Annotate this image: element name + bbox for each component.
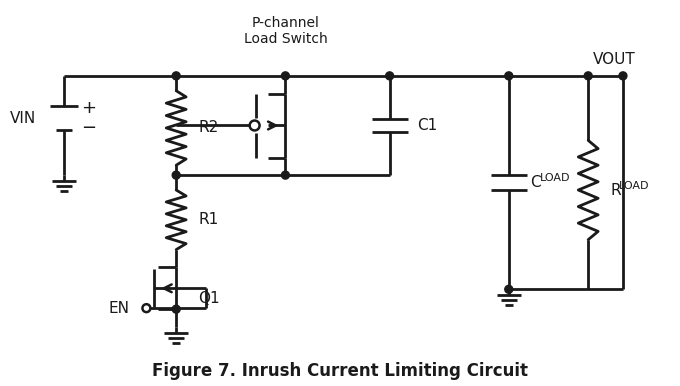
- Text: LOAD: LOAD: [539, 173, 570, 183]
- Circle shape: [282, 72, 290, 80]
- Text: Load Switch: Load Switch: [243, 32, 327, 46]
- Text: P-channel: P-channel: [252, 16, 320, 30]
- Text: EN: EN: [109, 301, 129, 316]
- Text: −: −: [81, 119, 97, 137]
- Text: C1: C1: [418, 118, 438, 133]
- Text: R: R: [610, 183, 621, 198]
- Circle shape: [172, 171, 180, 179]
- Text: VIN: VIN: [10, 110, 36, 125]
- Text: Q1: Q1: [198, 291, 220, 306]
- Text: R2: R2: [198, 120, 218, 135]
- Circle shape: [505, 285, 513, 293]
- Circle shape: [142, 304, 150, 312]
- Circle shape: [386, 72, 394, 80]
- Text: +: +: [82, 99, 97, 117]
- Circle shape: [584, 72, 592, 80]
- Text: Figure 7. Inrush Current Limiting Circuit: Figure 7. Inrush Current Limiting Circui…: [152, 362, 528, 380]
- Circle shape: [282, 171, 290, 179]
- Circle shape: [619, 72, 627, 80]
- Text: R1: R1: [198, 212, 218, 227]
- Text: C: C: [530, 174, 541, 190]
- Circle shape: [250, 120, 260, 130]
- Circle shape: [172, 72, 180, 80]
- Text: LOAD: LOAD: [619, 181, 649, 191]
- Circle shape: [172, 305, 180, 313]
- Text: VOUT: VOUT: [593, 52, 636, 68]
- Circle shape: [505, 72, 513, 80]
